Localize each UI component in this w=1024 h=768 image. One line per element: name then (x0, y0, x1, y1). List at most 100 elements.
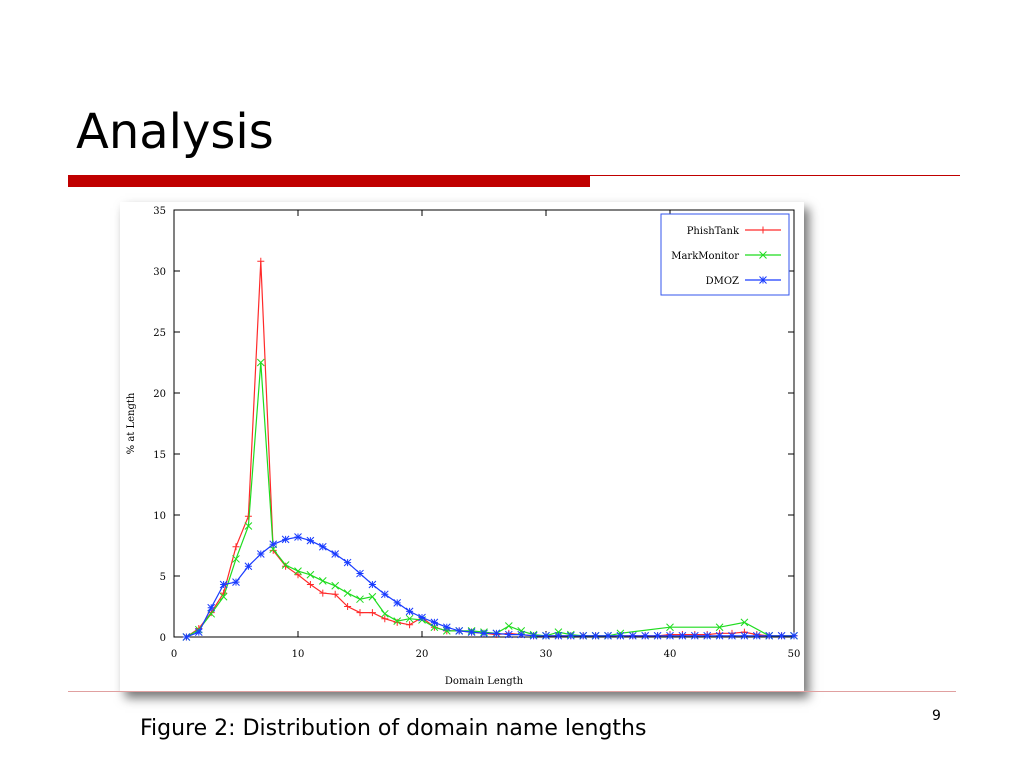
x-tick-label: 40 (664, 649, 677, 660)
data-point-dmoz (666, 631, 674, 640)
data-point-dmoz (678, 631, 687, 640)
data-point-dmoz (194, 628, 203, 636)
data-point-dmoz (715, 631, 724, 640)
x-tick-label: 0 (171, 649, 177, 660)
data-point-phishtank (381, 615, 389, 623)
y-tick-label: 15 (153, 450, 166, 461)
figure-card: 0 10 20 30 40 50 0 5 10 15 20 25 30 35 Domain Length % … (120, 202, 804, 692)
data-point-dmoz (318, 542, 327, 551)
data-point-dmoz (405, 607, 414, 616)
data-point-phishtank (257, 257, 265, 265)
data-point-phishtank (356, 609, 364, 617)
series-line-dmoz (186, 536, 794, 638)
data-point-dmoz (690, 631, 699, 640)
data-point-dmoz (380, 590, 389, 599)
data-point-markmonitor (356, 595, 364, 604)
slide-title: Analysis (76, 104, 274, 160)
data-point-dmoz (529, 631, 538, 640)
legend-marker-phishtank (759, 226, 767, 234)
x-tick-label: 10 (292, 649, 305, 660)
data-point-dmoz (393, 598, 402, 607)
series-line-markmonitor (186, 362, 794, 638)
title-accent-bar (68, 175, 590, 187)
data-point-phishtank (344, 603, 352, 610)
data-point-dmoz (442, 623, 451, 632)
plot-frame (173, 209, 795, 638)
data-point-dmoz (418, 613, 426, 622)
y-tick-label: 0 (160, 633, 166, 644)
data-point-dmoz (517, 630, 526, 639)
legend-label-phishtank: PhishTank (687, 226, 740, 237)
data-point-dmoz (765, 631, 774, 640)
y-tick-label: 30 (153, 267, 166, 278)
data-point-dmoz (480, 629, 488, 638)
figure-caption: Figure 2: Distribution of domain name le… (140, 716, 647, 741)
x-tick-label: 50 (788, 649, 801, 660)
title-accent-line (590, 175, 960, 176)
data-point-dmoz (604, 631, 612, 640)
data-point-dmoz (591, 631, 600, 640)
footer-divider (68, 691, 956, 692)
data-point-dmoz (653, 631, 662, 640)
data-point-markmonitor (504, 622, 513, 630)
data-point-dmoz (504, 630, 513, 639)
data-point-dmoz (467, 628, 476, 636)
data-point-dmoz (182, 633, 191, 641)
legend-marker-markmonitor (759, 251, 767, 259)
data-point-dmoz (306, 536, 315, 545)
data-point-dmoz (430, 618, 439, 627)
data-point-markmonitor (306, 570, 315, 579)
data-point-markmonitor (554, 628, 563, 636)
data-point-phishtank (232, 543, 240, 551)
data-point-dmoz (455, 627, 464, 635)
data-point-dmoz (281, 535, 290, 544)
legend-marker-dmoz (759, 276, 767, 284)
line-chart: 0 10 20 30 40 50 0 5 10 15 20 25 30 35 Domain Length % … (126, 206, 801, 687)
data-point-dmoz (232, 578, 240, 586)
legend-label-dmoz: DMOZ (706, 276, 739, 287)
x-tick-label: 20 (416, 649, 429, 660)
y-tick-label: 35 (153, 206, 166, 217)
data-point-dmoz (269, 540, 278, 549)
y-tick-label: 10 (153, 511, 166, 522)
data-point-markmonitor (281, 561, 290, 569)
data-point-dmoz (244, 562, 253, 571)
data-point-phishtank (368, 609, 376, 617)
data-point-markmonitor (256, 358, 265, 367)
data-point-markmonitor (244, 522, 253, 530)
data-point-markmonitor (368, 592, 377, 601)
data-point-markmonitor (219, 592, 228, 601)
y-axis-label: % at Length (126, 392, 137, 454)
data-point-dmoz (740, 631, 749, 640)
data-point-markmonitor (331, 581, 340, 590)
data-point-dmoz (616, 631, 625, 640)
data-point-markmonitor (380, 609, 389, 618)
data-point-dmoz (256, 550, 265, 558)
data-point-dmoz (207, 603, 216, 612)
data-point-markmonitor (740, 618, 749, 627)
y-tick-label: 25 (153, 328, 166, 339)
data-point-dmoz (331, 550, 340, 558)
data-point-dmoz (641, 631, 650, 640)
data-point-markmonitor (343, 589, 352, 597)
data-point-markmonitor (294, 567, 302, 575)
data-point-dmoz (294, 533, 302, 541)
data-point-markmonitor (232, 555, 240, 563)
data-point-dmoz (777, 631, 786, 640)
data-point-dmoz (219, 580, 228, 589)
x-tick-label: 30 (540, 649, 553, 660)
data-point-dmoz (356, 569, 364, 578)
data-point-phishtank (331, 590, 339, 598)
data-point-dmoz (492, 629, 501, 638)
data-point-markmonitor (517, 627, 526, 635)
data-point-dmoz (728, 631, 736, 640)
x-axis-label: Domain Length (445, 676, 524, 687)
data-point-dmoz (790, 631, 798, 640)
data-point-phishtank (393, 618, 401, 626)
data-point-phishtank (406, 621, 414, 629)
y-tick-label: 5 (160, 572, 166, 583)
data-point-dmoz (752, 631, 761, 640)
data-point-phishtank (306, 581, 314, 589)
data-point-phishtank (319, 589, 327, 597)
data-point-markmonitor (318, 577, 327, 585)
